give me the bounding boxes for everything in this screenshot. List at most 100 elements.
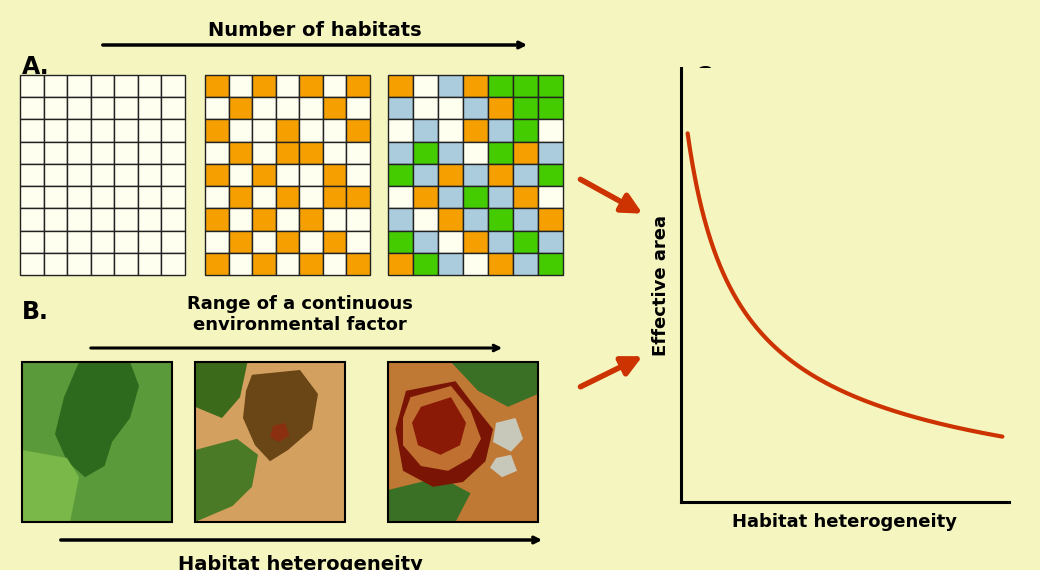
Bar — [276, 186, 300, 208]
Bar — [463, 164, 488, 186]
Bar — [346, 208, 370, 230]
Bar — [205, 142, 229, 164]
Bar — [413, 142, 438, 164]
Bar — [538, 97, 563, 120]
Bar — [44, 97, 68, 120]
Bar — [276, 208, 300, 230]
Bar — [252, 164, 276, 186]
Bar — [252, 230, 276, 253]
Text: Habitat heterogeneity: Habitat heterogeneity — [178, 555, 422, 570]
Bar — [229, 75, 252, 97]
Bar — [276, 164, 300, 186]
Bar — [463, 208, 488, 230]
Bar — [205, 164, 229, 186]
Bar — [300, 186, 322, 208]
Bar — [513, 208, 538, 230]
Bar — [438, 97, 463, 120]
Bar — [388, 120, 413, 142]
Bar — [276, 253, 300, 275]
Bar — [68, 230, 90, 253]
Bar — [488, 253, 513, 275]
Bar — [488, 186, 513, 208]
Bar — [322, 97, 346, 120]
Bar — [20, 97, 44, 120]
Bar — [438, 208, 463, 230]
Bar — [438, 230, 463, 253]
Bar — [488, 97, 513, 120]
Bar — [438, 120, 463, 142]
Bar — [138, 164, 161, 186]
Bar — [90, 120, 114, 142]
Bar — [44, 253, 68, 275]
Bar — [413, 97, 438, 120]
Bar — [346, 230, 370, 253]
Bar — [229, 253, 252, 275]
Bar — [463, 120, 488, 142]
Bar — [161, 253, 185, 275]
Bar — [488, 75, 513, 97]
Bar — [22, 362, 172, 522]
Bar — [322, 253, 346, 275]
Polygon shape — [404, 386, 480, 471]
Bar — [388, 142, 413, 164]
Bar — [488, 142, 513, 164]
Bar — [20, 230, 44, 253]
Bar — [90, 164, 114, 186]
Bar — [322, 120, 346, 142]
Bar — [138, 208, 161, 230]
Bar — [114, 186, 138, 208]
Bar — [322, 75, 346, 97]
Bar — [44, 230, 68, 253]
Bar — [388, 164, 413, 186]
Bar — [161, 75, 185, 97]
Bar — [161, 120, 185, 142]
Bar — [276, 75, 300, 97]
Bar — [488, 120, 513, 142]
Bar — [413, 186, 438, 208]
Polygon shape — [395, 381, 493, 487]
Bar — [229, 142, 252, 164]
Bar — [44, 120, 68, 142]
Text: C.: C. — [695, 65, 721, 89]
Bar — [68, 97, 90, 120]
Bar — [513, 120, 538, 142]
Bar — [90, 230, 114, 253]
Bar — [388, 186, 413, 208]
Bar — [413, 230, 438, 253]
Bar — [20, 186, 44, 208]
Bar — [90, 186, 114, 208]
Bar — [463, 253, 488, 275]
Bar — [229, 97, 252, 120]
Polygon shape — [22, 450, 79, 522]
Polygon shape — [55, 362, 139, 477]
Bar — [463, 142, 488, 164]
Bar — [205, 253, 229, 275]
Bar — [229, 208, 252, 230]
Bar — [90, 142, 114, 164]
Polygon shape — [388, 477, 470, 522]
Bar — [44, 208, 68, 230]
Bar — [488, 230, 513, 253]
Bar — [90, 97, 114, 120]
Bar — [205, 186, 229, 208]
Polygon shape — [451, 362, 538, 407]
Bar — [346, 186, 370, 208]
Bar — [388, 208, 413, 230]
Bar — [20, 164, 44, 186]
Bar — [538, 186, 563, 208]
Bar — [513, 142, 538, 164]
Bar — [20, 208, 44, 230]
Bar — [44, 75, 68, 97]
Bar — [346, 97, 370, 120]
Bar — [513, 230, 538, 253]
Bar — [322, 164, 346, 186]
Bar — [68, 75, 90, 97]
Bar — [346, 75, 370, 97]
Bar — [538, 75, 563, 97]
Bar — [413, 164, 438, 186]
Bar — [413, 208, 438, 230]
Bar — [413, 75, 438, 97]
Polygon shape — [412, 397, 466, 455]
Bar — [322, 208, 346, 230]
Bar — [161, 186, 185, 208]
